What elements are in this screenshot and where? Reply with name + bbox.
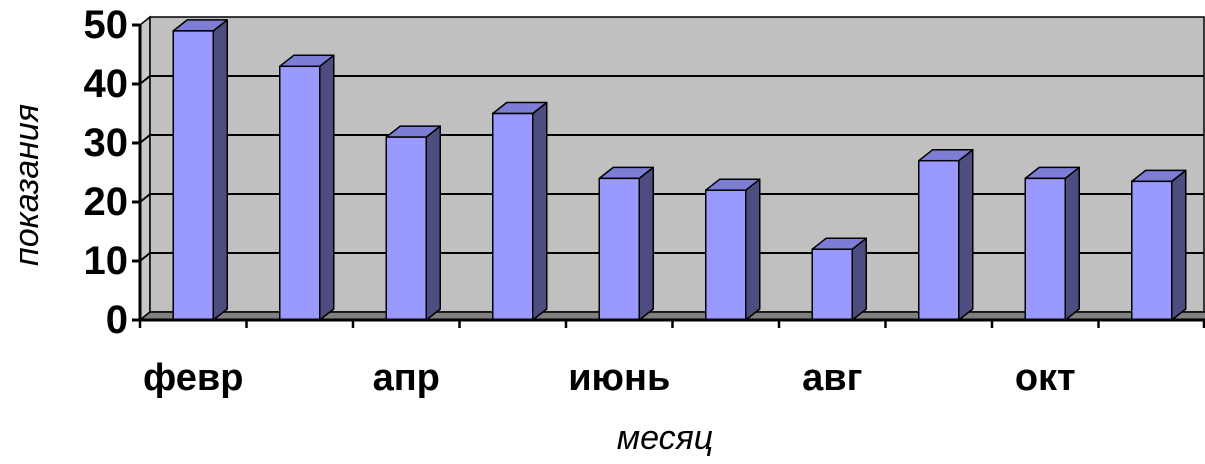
bar-5 xyxy=(598,166,654,321)
bar-4-front xyxy=(492,112,534,321)
bar-6 xyxy=(705,178,761,321)
bar-5-front xyxy=(598,177,640,321)
bar-10-front xyxy=(1131,180,1173,321)
y-axis-title: показания xyxy=(8,104,46,266)
bar-7 xyxy=(811,237,867,321)
y-tick-label-0: 0 xyxy=(106,298,128,342)
x-tick-label-9: окт xyxy=(1015,357,1076,399)
x-tick-label-7: авг xyxy=(802,357,862,399)
axes xyxy=(132,23,1205,328)
bar-9-side xyxy=(1064,166,1080,321)
y-tick-label-30: 30 xyxy=(84,121,129,165)
bar-3 xyxy=(385,125,441,321)
bar-3-side xyxy=(425,125,441,321)
bar-4 xyxy=(492,101,548,321)
bar-6-side xyxy=(745,178,761,321)
bar-3-front xyxy=(385,136,427,321)
bar-7-front xyxy=(811,248,853,321)
x-tick-label-5: июнь xyxy=(568,357,670,399)
y-tick-label-10: 10 xyxy=(84,239,129,283)
gridline-30 xyxy=(139,134,1204,144)
gridline-20 xyxy=(139,193,1204,203)
bar-2-front xyxy=(279,65,321,321)
bar-8-front xyxy=(918,159,960,321)
y-tick-label-40: 40 xyxy=(84,62,129,106)
x-tick-label-1: февр xyxy=(143,357,243,399)
x-tick-label-3: апр xyxy=(373,357,440,399)
bar-8 xyxy=(918,148,974,321)
gridline-40 xyxy=(139,75,1204,85)
bar-2 xyxy=(279,54,335,321)
bar-1 xyxy=(172,19,228,321)
bar-1-side xyxy=(212,19,228,321)
y-tick-labels: 0 10 20 30 40 50 xyxy=(84,3,129,342)
y-tick-label-20: 20 xyxy=(84,180,129,224)
bar-9 xyxy=(1024,166,1080,321)
x-axis-title: месяц xyxy=(617,419,713,457)
bar-5-side xyxy=(638,166,654,321)
bar-2-side xyxy=(319,54,335,321)
bar-7-side xyxy=(851,237,867,321)
bar-6-front xyxy=(705,189,747,321)
bar-1-front xyxy=(172,30,214,321)
bar-4-side xyxy=(532,101,548,321)
bar-10-side xyxy=(1171,169,1187,321)
y-tick-label-50: 50 xyxy=(84,3,129,47)
bar-10 xyxy=(1131,169,1187,321)
bar-8-side xyxy=(958,148,974,321)
x-tick-labels: февр апр июнь авг окт xyxy=(143,357,1076,399)
bar-9-front xyxy=(1024,177,1066,321)
